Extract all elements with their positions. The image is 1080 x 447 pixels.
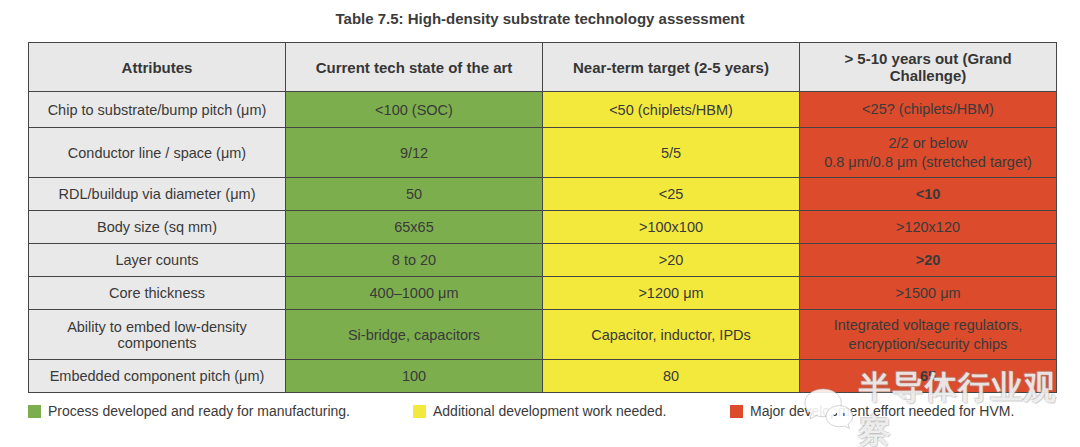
grand-challenge-cell: <25? (chiplets/HBM) — [800, 92, 1057, 128]
near-term-cell: >100x100 — [543, 211, 800, 244]
current-cell: 8 to 20 — [286, 244, 543, 277]
col-header-near-term: Near-term target (2-5 years) — [543, 43, 800, 92]
legend-label-green: Process developed and ready for manufact… — [48, 403, 350, 419]
current-cell: <100 (SOC) — [286, 92, 543, 128]
table-row: Chip to substrate/bump pitch (μm) <100 (… — [29, 92, 1057, 128]
near-term-cell: 5/5 — [543, 128, 800, 178]
attribute-cell: Core thickness — [29, 277, 286, 310]
near-term-cell: <25 — [543, 178, 800, 211]
grand-challenge-cell: 2/2 or below 0.8 μm/0.8 μm (stretched ta… — [800, 128, 1057, 178]
legend-item-yellow: Additional development work needed. — [413, 403, 667, 419]
current-cell: Si-bridge, capacitors — [286, 310, 543, 360]
current-cell: 65x65 — [286, 211, 543, 244]
red-swatch-icon — [730, 405, 743, 418]
page-title: Table 7.5: High-density substrate techno… — [0, 10, 1080, 27]
grand-challenge-cell: 65 — [800, 360, 1057, 393]
legend-item-red: Major development effort needed for HVM. — [730, 403, 1014, 419]
legend-item-green: Process developed and ready for manufact… — [28, 403, 350, 419]
legend-label-red: Major development effort needed for HVM. — [750, 403, 1014, 419]
col-header-current: Current tech state of the art — [286, 43, 543, 92]
grand-challenge-cell: <10 — [800, 178, 1057, 211]
col-header-grand-challenge: > 5-10 years out (Grand Challenge) — [800, 43, 1057, 92]
attribute-cell: Embedded component pitch (μm) — [29, 360, 286, 393]
legend: Process developed and ready for manufact… — [0, 403, 1080, 429]
attribute-cell: Conductor line / space (μm) — [29, 128, 286, 178]
header-row: Attributes Current tech state of the art… — [29, 43, 1057, 92]
near-term-cell: 80 — [543, 360, 800, 393]
assessment-table: Attributes Current tech state of the art… — [28, 42, 1057, 393]
attribute-cell: Chip to substrate/bump pitch (μm) — [29, 92, 286, 128]
attribute-cell: Body size (sq mm) — [29, 211, 286, 244]
table-row: Layer counts 8 to 20 >20 >20 — [29, 244, 1057, 277]
table-row: Embedded component pitch (μm) 100 80 65 — [29, 360, 1057, 393]
current-cell: 400–1000 μm — [286, 277, 543, 310]
attribute-cell: RDL/buildup via diameter (μm) — [29, 178, 286, 211]
grand-challenge-cell: >120x120 — [800, 211, 1057, 244]
grand-challenge-cell: >20 — [800, 244, 1057, 277]
table-row: RDL/buildup via diameter (μm) 50 <25 <10 — [29, 178, 1057, 211]
current-cell: 50 — [286, 178, 543, 211]
grand-challenge-cell: Integrated voltage regulators, encryptio… — [800, 310, 1057, 360]
current-cell: 100 — [286, 360, 543, 393]
near-term-cell: <50 (chiplets/HBM) — [543, 92, 800, 128]
current-cell: 9/12 — [286, 128, 543, 178]
green-swatch-icon — [28, 405, 41, 418]
near-term-cell: >20 — [543, 244, 800, 277]
attribute-cell: Layer counts — [29, 244, 286, 277]
col-header-attributes: Attributes — [29, 43, 286, 92]
grand-challenge-cell: >1500 μm — [800, 277, 1057, 310]
table-row: Ability to embed low-density components … — [29, 310, 1057, 360]
near-term-cell: Capacitor, inductor, IPDs — [543, 310, 800, 360]
yellow-swatch-icon — [413, 405, 426, 418]
table-row: Conductor line / space (μm) 9/12 5/5 2/2… — [29, 128, 1057, 178]
table-row: Core thickness 400–1000 μm >1200 μm >150… — [29, 277, 1057, 310]
legend-label-yellow: Additional development work needed. — [433, 403, 667, 419]
near-term-cell: >1200 μm — [543, 277, 800, 310]
attribute-cell: Ability to embed low-density components — [29, 310, 286, 360]
table-row: Body size (sq mm) 65x65 >100x100 >120x12… — [29, 211, 1057, 244]
